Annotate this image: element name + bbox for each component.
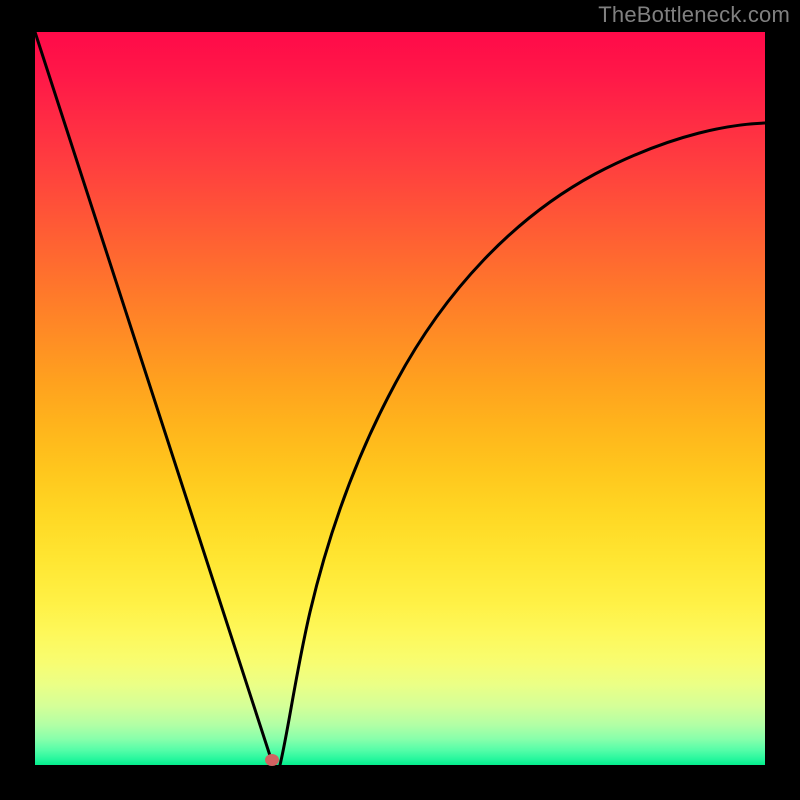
- minimum-marker: [265, 754, 279, 766]
- gradient-background: [35, 32, 765, 765]
- watermark-text: TheBottleneck.com: [598, 2, 790, 28]
- chart-frame: TheBottleneck.com: [0, 0, 800, 800]
- plot-area: [35, 32, 765, 765]
